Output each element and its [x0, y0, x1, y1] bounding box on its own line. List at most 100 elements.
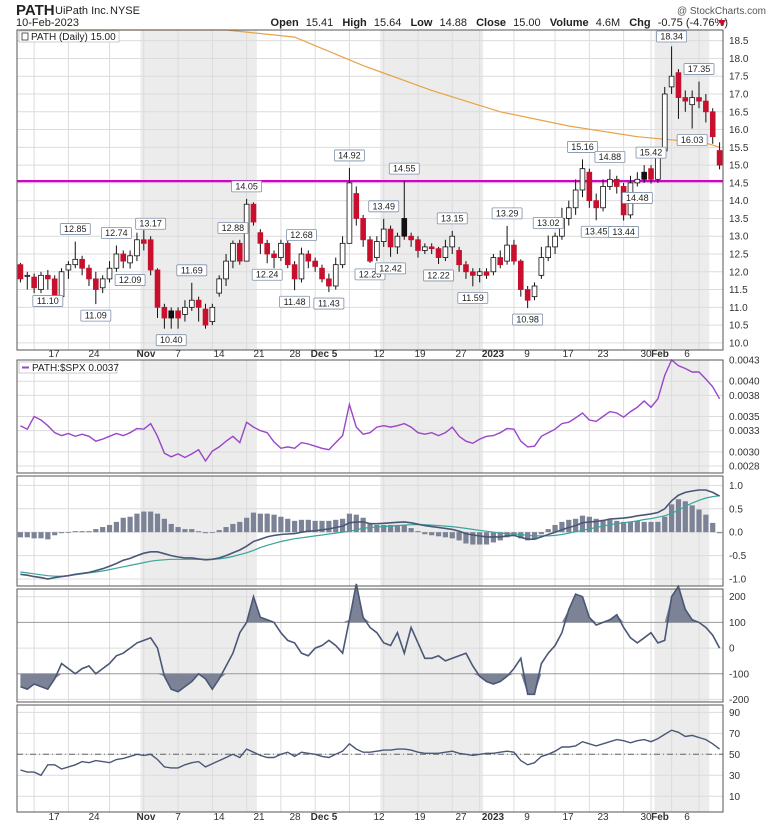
y-axis-tick-label: 200	[729, 592, 746, 603]
histogram-bar	[127, 516, 133, 533]
candle-body	[415, 239, 421, 251]
y-axis-tick-label: 70	[729, 729, 741, 740]
candle-body	[298, 253, 305, 280]
candle	[134, 232, 140, 262]
candle-body	[682, 97, 689, 102]
callout-box	[491, 207, 523, 220]
price-callout: 12.74	[100, 227, 132, 239]
candle-body	[72, 258, 79, 266]
candle	[552, 232, 558, 254]
callout-box	[100, 227, 132, 239]
candle	[408, 232, 414, 247]
price-callout: 11.48	[279, 295, 311, 308]
candle-body	[65, 264, 72, 271]
callout-label: 12.24	[256, 270, 279, 280]
histogram-bar	[86, 531, 92, 533]
histogram-bar	[216, 530, 222, 533]
candle-body	[586, 171, 593, 202]
histogram-bar	[648, 521, 654, 533]
histogram-bar	[230, 523, 236, 533]
histogram-bar	[72, 531, 78, 533]
candle	[394, 232, 401, 254]
y-axis-tick-label: 12.0	[729, 267, 749, 278]
high-value: 15.64	[373, 17, 402, 29]
callout-box	[512, 313, 544, 326]
candle-body	[394, 235, 401, 248]
price-callout: 12.68	[286, 229, 317, 242]
candle	[682, 90, 689, 112]
callout-label: 12.68	[290, 230, 313, 240]
candle	[422, 243, 428, 254]
candle-body	[449, 235, 456, 248]
x-axis-tick-label: 12	[373, 812, 385, 823]
histogram-bar	[298, 519, 305, 533]
x-axis-tick-label: 6	[684, 812, 690, 823]
histogram-bar	[154, 513, 161, 533]
candle	[182, 300, 188, 322]
x-axis-tick-label: Nov	[137, 349, 156, 360]
x-axis-tick-label: 17	[562, 812, 574, 823]
candle	[236, 239, 243, 265]
y-axis-tick-label: 18.5	[729, 36, 749, 47]
histogram-bar	[223, 527, 229, 533]
candle	[360, 214, 366, 247]
candle	[613, 175, 620, 194]
callout-box	[135, 217, 167, 230]
volume-value: 4.6M	[595, 17, 621, 29]
callout-label: 13.49	[372, 201, 395, 211]
histogram-bar	[305, 519, 311, 533]
candle-body	[106, 267, 113, 280]
y-axis-tick-label: -1.0	[729, 574, 747, 585]
y-axis-tick-label: 90	[729, 708, 741, 719]
candle-body	[188, 299, 195, 308]
candle-body	[86, 267, 92, 280]
candle	[284, 239, 291, 269]
histogram-bar	[264, 513, 270, 533]
candle-body	[380, 228, 387, 242]
candle-body	[538, 257, 545, 276]
candle-body	[531, 285, 538, 298]
histogram-bar	[689, 505, 695, 533]
panel-border	[16, 359, 724, 474]
histogram-bar	[182, 529, 188, 533]
candle	[367, 236, 373, 263]
callout-label: 14.88	[599, 152, 622, 162]
y-axis-tick-label: 0.0028	[729, 461, 760, 472]
candle	[572, 179, 579, 215]
price-callout: 14.55	[388, 162, 420, 175]
candle	[545, 235, 552, 262]
month-shade	[654, 30, 710, 350]
candle-body	[641, 171, 647, 180]
callout-box	[532, 217, 564, 229]
callout-box	[656, 30, 687, 43]
x-axis-tick-label: 23	[597, 349, 609, 360]
volume-label: Volume	[549, 17, 589, 29]
callout-box	[676, 134, 708, 146]
month-shade	[380, 705, 484, 812]
x-axis-tick-label: 27	[455, 812, 467, 823]
price-callout: 13.15	[436, 212, 468, 225]
histogram-bar	[607, 519, 613, 533]
candle-body	[360, 218, 366, 241]
candle-body	[346, 182, 353, 244]
candle	[298, 247, 305, 283]
chart-header: PATH UiPath Inc. NYSE 10-Feb-2023 @ Stoc…	[0, 0, 780, 30]
candle-body	[709, 111, 716, 138]
price-callout: 15.16	[567, 141, 598, 153]
histogram-bar	[429, 532, 435, 536]
signal-line	[20, 495, 720, 577]
candle-body	[79, 258, 85, 269]
candle	[79, 255, 85, 276]
panel-border	[16, 29, 724, 351]
legend-label: PATH (Daily) 15.00	[31, 32, 116, 43]
candle	[209, 303, 216, 326]
month-shade	[140, 589, 257, 702]
y-axis-tick-label: 30	[729, 771, 741, 782]
callout-box	[436, 212, 468, 225]
histogram-bar	[333, 519, 339, 533]
candle	[86, 264, 92, 286]
candle	[278, 239, 284, 262]
candle-body	[408, 235, 414, 241]
candle-body	[182, 306, 188, 315]
